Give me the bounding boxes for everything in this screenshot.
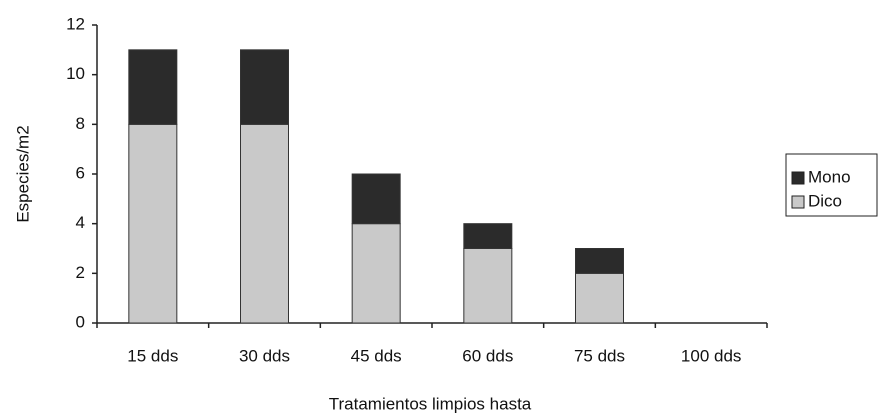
x-tick-label: 75 dds (574, 346, 625, 365)
legend-swatch (791, 195, 805, 209)
x-tick-label: 60 dds (462, 346, 513, 365)
bar-segment (240, 49, 289, 125)
y-axis-label: Especies/m2 (13, 125, 32, 222)
legend-label: Mono (808, 167, 851, 186)
x-tick-label: 30 dds (239, 346, 290, 365)
x-tick-label: 45 dds (351, 346, 402, 365)
y-tick-label: 12 (66, 14, 85, 33)
y-tick-label: 2 (76, 263, 85, 282)
legend-label: Dico (808, 191, 842, 210)
y-tick-label: 10 (66, 64, 85, 83)
y-tick-label: 0 (76, 312, 85, 331)
y-tick-label: 8 (76, 114, 85, 133)
bar-segment (463, 248, 513, 324)
x-axis-label: Tratamientos limpios hasta (329, 394, 532, 413)
bar-segment (463, 223, 513, 250)
bar-segment (240, 123, 289, 324)
bar-segment (128, 49, 178, 125)
bar-segment (575, 272, 624, 324)
bar-segment (351, 173, 401, 225)
x-tick-label: 100 dds (681, 346, 742, 365)
y-tick-label: 4 (76, 213, 85, 232)
bar-segment (128, 123, 178, 324)
y-tick-label: 6 (76, 163, 85, 182)
bar-segment (351, 223, 401, 324)
x-tick-label: 15 dds (127, 346, 178, 365)
legend-swatch (791, 171, 805, 185)
bar-segment (575, 248, 624, 274)
